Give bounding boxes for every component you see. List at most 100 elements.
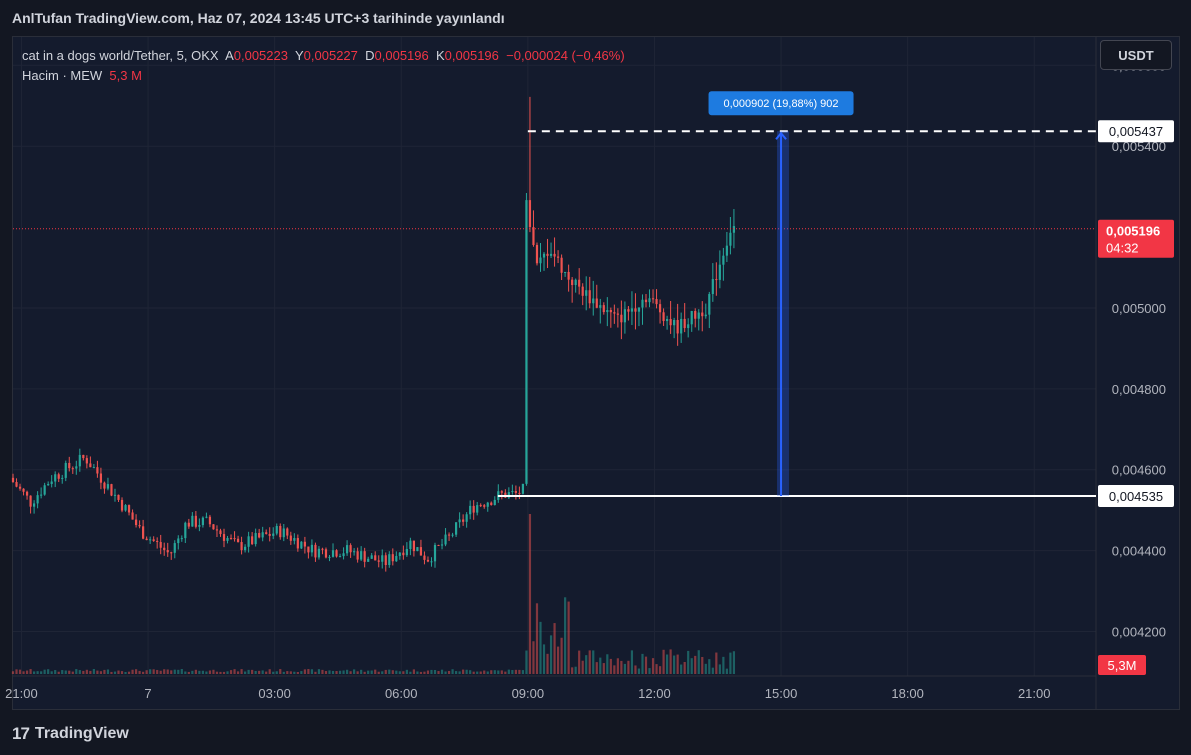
volume-bar — [585, 655, 588, 674]
volume-bar — [437, 671, 440, 674]
volume-bar — [353, 669, 356, 674]
candle-body — [89, 463, 92, 468]
volume-bar — [99, 671, 103, 674]
candle-body — [388, 554, 391, 566]
candle-body — [585, 290, 588, 296]
volume-bar — [78, 670, 81, 674]
candle-body — [307, 546, 310, 553]
candle-body — [367, 558, 370, 562]
volume-bar — [258, 670, 261, 674]
volume-bar — [599, 657, 602, 674]
volume-bar — [592, 650, 595, 674]
candle-body — [152, 539, 155, 541]
volume-bar — [518, 669, 521, 674]
volume-bar — [574, 666, 577, 674]
legend-volume: 5,3 M — [109, 68, 142, 83]
candle-body — [426, 559, 430, 562]
candle-body — [75, 466, 78, 469]
candle-body — [676, 319, 679, 334]
volume-bar — [430, 669, 433, 674]
candle-body — [187, 522, 190, 527]
volume-bar — [620, 660, 623, 674]
volume-bar — [367, 670, 370, 674]
candle-body — [637, 307, 641, 312]
candle-body — [391, 554, 394, 562]
candle-body — [433, 544, 437, 562]
candle-body — [254, 533, 257, 545]
candle-body — [469, 505, 472, 515]
candle-body — [236, 538, 240, 543]
volume-bar — [296, 671, 299, 674]
volume-bar — [514, 669, 517, 674]
volume-bar — [152, 669, 155, 674]
candle-body — [303, 541, 306, 547]
volume-bar — [124, 671, 127, 674]
volume-bar — [669, 649, 672, 674]
candle-body — [106, 484, 110, 489]
volume-bar — [187, 671, 190, 674]
candle-body — [349, 545, 352, 553]
volume-bar — [61, 670, 64, 674]
currency-button[interactable]: USDT — [1100, 40, 1172, 70]
volume-bar — [680, 664, 683, 674]
volume-bar — [110, 671, 113, 674]
candle-body — [437, 544, 440, 546]
candle-body — [697, 312, 700, 319]
volume-bar — [507, 669, 510, 674]
candle-body — [655, 298, 658, 305]
volume-bar — [215, 671, 219, 674]
candle-body — [328, 556, 331, 558]
volume-bar — [469, 670, 472, 674]
candle-body — [490, 502, 493, 505]
volume-bar — [43, 669, 46, 674]
candle-body — [64, 462, 67, 478]
candle-body — [729, 232, 732, 246]
candle-body — [289, 535, 292, 541]
candle-body — [493, 499, 496, 505]
candle-body — [521, 483, 525, 494]
candle-body — [571, 279, 574, 286]
legend-close-label: K — [435, 48, 445, 63]
footer-brand[interactable]: 17 TradingView — [12, 724, 129, 744]
candle-body — [567, 271, 570, 280]
candle-body — [360, 551, 363, 560]
volume-bar — [286, 671, 289, 674]
volume-bar — [120, 671, 124, 674]
candle-body — [623, 309, 626, 323]
candle-body — [166, 550, 169, 553]
volume-bar — [451, 669, 454, 674]
x-tick-label: 09:00 — [512, 686, 545, 701]
volume-bar — [472, 671, 475, 674]
volume-bar — [103, 669, 106, 674]
chart-frame[interactable] — [12, 36, 1180, 710]
volume-bar — [426, 670, 430, 674]
candle-body — [33, 503, 36, 507]
volume-bar — [184, 671, 187, 674]
candle-body — [261, 532, 264, 538]
candle-body — [440, 544, 444, 546]
volume-bar — [419, 671, 423, 674]
candle-body — [240, 542, 243, 551]
volume-bar — [729, 652, 732, 674]
candle-body — [177, 538, 180, 544]
current-price-tag-box — [1098, 219, 1174, 258]
volume-bar — [247, 669, 250, 674]
candle-body — [219, 530, 222, 535]
candle-body — [370, 555, 373, 559]
candle-body — [205, 516, 208, 518]
candle-body — [317, 548, 321, 558]
volume-bar — [465, 669, 468, 674]
volume-bar — [549, 635, 553, 674]
volume-bar — [423, 671, 426, 674]
candle-body — [201, 517, 204, 526]
candle-body — [335, 550, 338, 557]
candle-body — [120, 499, 124, 511]
candle-body — [377, 560, 380, 562]
volume-bar — [36, 671, 39, 674]
volume-bar — [673, 655, 676, 674]
candle-body — [528, 200, 532, 228]
candle-body — [732, 226, 736, 233]
volume-bar — [251, 669, 254, 674]
x-tick-label: 06:00 — [385, 686, 418, 701]
